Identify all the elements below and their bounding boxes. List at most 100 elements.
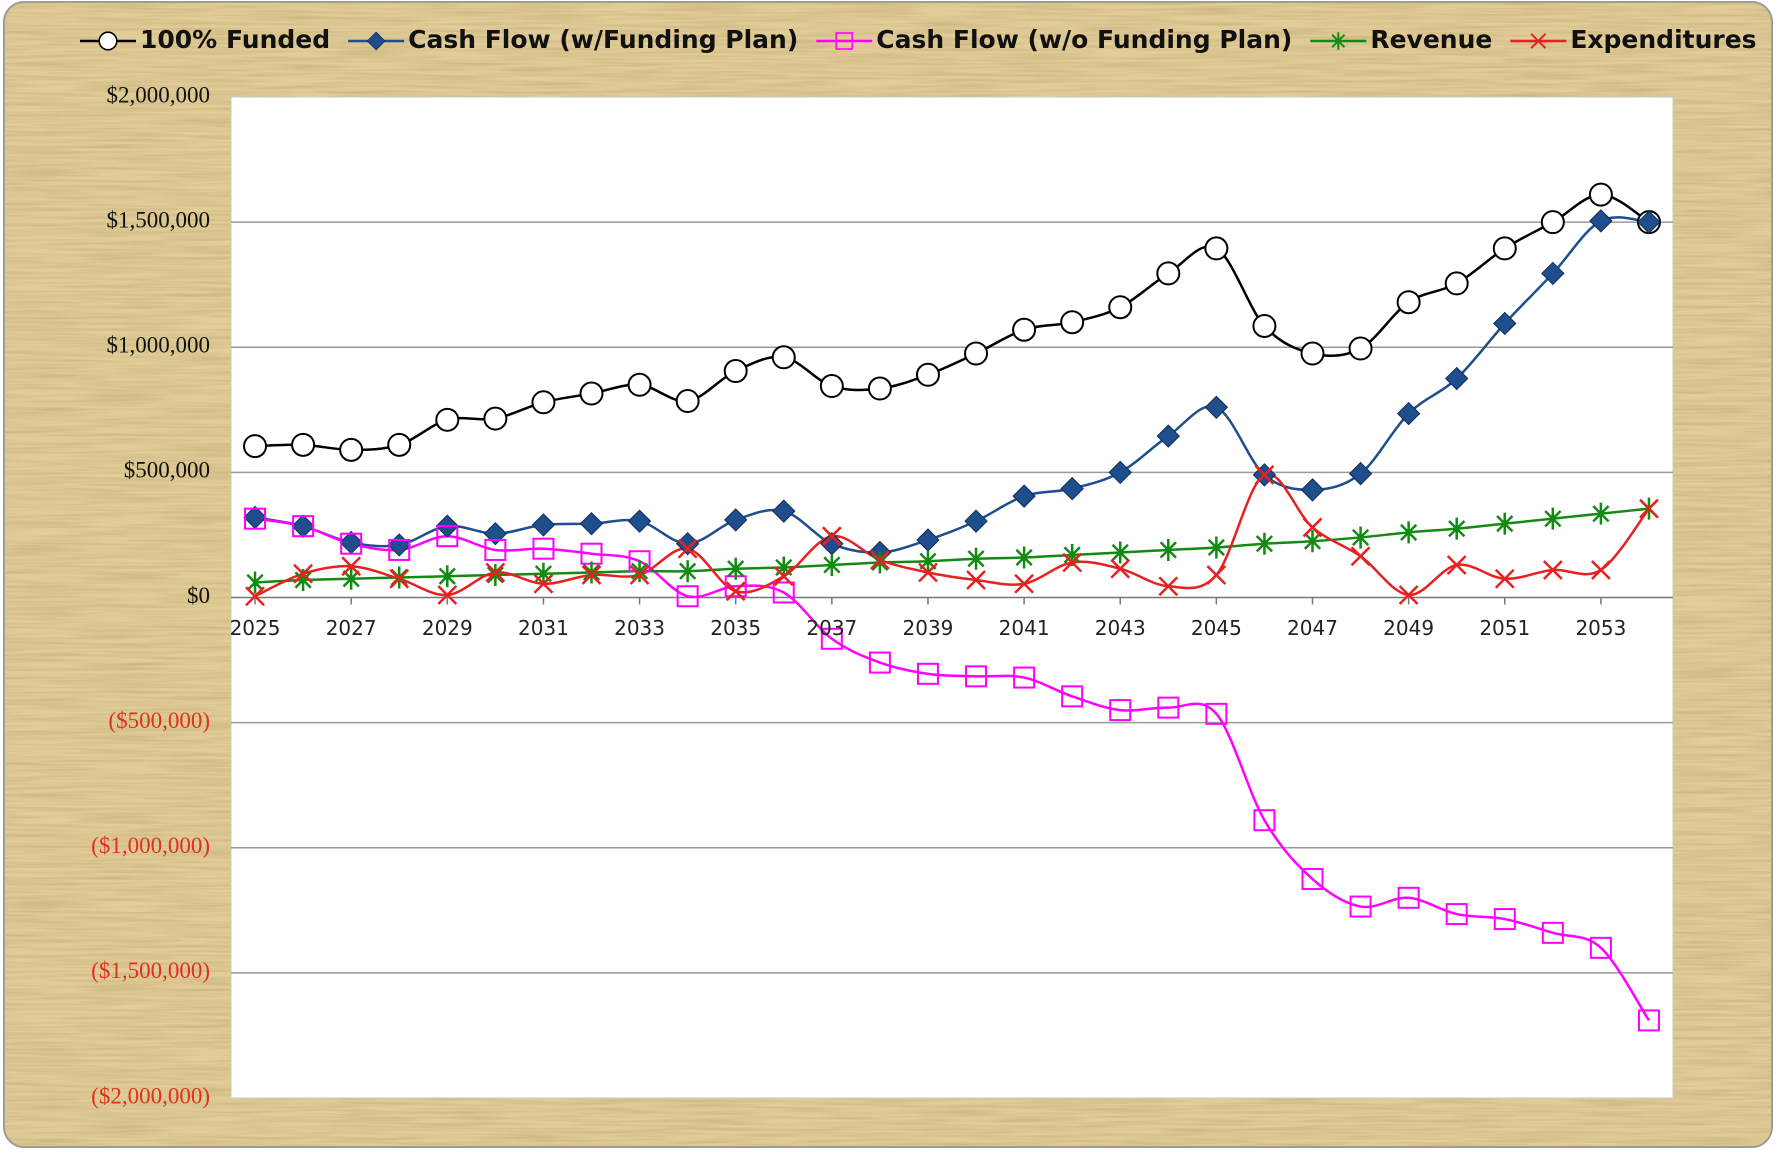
y-tick-label: ($500,000) [108, 708, 210, 733]
x-tick-label: 2047 [1287, 616, 1338, 640]
marker [1400, 521, 1418, 544]
marker [964, 341, 989, 366]
marker [916, 662, 939, 685]
marker [1446, 555, 1467, 575]
marker [1397, 886, 1420, 909]
marker [871, 551, 889, 574]
marker [1156, 261, 1181, 286]
x-tick-label: 2049 [1383, 616, 1434, 640]
marker [1444, 271, 1469, 296]
marker [835, 32, 854, 50]
marker [1303, 530, 1322, 553]
marker [387, 432, 412, 457]
marker [245, 586, 265, 607]
marker [727, 557, 745, 580]
y-tick-label: ($2,000,000) [91, 1083, 210, 1108]
marker [1060, 476, 1084, 501]
marker [291, 514, 315, 538]
marker [1205, 702, 1228, 725]
y-tick-label: $0 [187, 583, 210, 608]
marker [967, 547, 985, 570]
marker [772, 499, 796, 523]
marker [1396, 290, 1421, 315]
x-tick-label: 2043 [1095, 616, 1146, 640]
marker [1591, 560, 1611, 580]
marker [1494, 568, 1515, 589]
x-tick-label: 2035 [710, 616, 761, 640]
marker [1589, 209, 1613, 233]
marker [340, 532, 363, 555]
marker [1444, 366, 1469, 391]
y-tick-label: $1,500,000 [107, 207, 211, 232]
marker [98, 31, 118, 51]
marker [1111, 541, 1129, 564]
marker [1493, 311, 1517, 336]
marker [1496, 512, 1514, 535]
y-tick-label: $2,000,000 [107, 82, 211, 107]
marker [676, 585, 699, 608]
marker [725, 581, 746, 602]
marker [1253, 809, 1276, 832]
marker [675, 389, 700, 414]
marker [1204, 236, 1229, 261]
marker [1589, 936, 1612, 959]
legend-label: Revenue [1370, 25, 1492, 54]
axis-labels: ($2,000,000) ($1,500,000) ($1,000,000) ($50… [91, 82, 1626, 1108]
y-tick-label: ($1,500,000) [91, 958, 210, 983]
marker [1492, 236, 1517, 261]
marker [389, 568, 410, 589]
marker [388, 538, 411, 561]
marker [1159, 538, 1177, 561]
marker [581, 565, 602, 585]
marker [1013, 666, 1036, 689]
marker [246, 571, 264, 594]
marker [819, 374, 844, 399]
marker [1206, 565, 1227, 585]
marker [821, 526, 842, 547]
marker [486, 563, 504, 586]
marker [1252, 313, 1277, 338]
marker [1448, 517, 1466, 540]
marker [966, 570, 986, 590]
marker [820, 627, 843, 650]
marker [483, 406, 508, 431]
marker [1060, 310, 1085, 335]
marker [679, 560, 697, 583]
marker [579, 511, 604, 536]
x-tick-label: 2029 [422, 616, 473, 640]
x-tick-label: 2025 [230, 616, 281, 640]
marker [1349, 895, 1372, 918]
marker [1012, 484, 1036, 508]
marker [1255, 532, 1274, 555]
marker [823, 553, 841, 576]
x-tick-label: 2039 [903, 616, 954, 640]
marker [1588, 182, 1613, 207]
marker [244, 507, 267, 530]
marker [1207, 536, 1225, 559]
legend-label: Cash Flow (w/o Funding Plan) [876, 25, 1292, 54]
marker [1639, 498, 1659, 519]
marker [1158, 576, 1179, 597]
marker [723, 359, 748, 384]
marker [435, 407, 460, 432]
marker [1254, 464, 1275, 485]
marker [1542, 560, 1563, 580]
marker [965, 665, 988, 688]
marker [1062, 552, 1083, 573]
marker [485, 562, 506, 583]
marker [1061, 685, 1084, 708]
marker [1331, 32, 1346, 50]
x-tick-label: 2053 [1575, 616, 1626, 640]
legend: 100% Funded Cash Flow (w/Funding Plan) Cas… [80, 25, 1757, 54]
marker [773, 566, 794, 587]
marker [1350, 546, 1371, 567]
y-tick-label: ($1,000,000) [91, 833, 210, 858]
y-tick-label: $500,000 [124, 458, 210, 483]
marker [1300, 341, 1325, 366]
marker [629, 565, 650, 585]
marker [1637, 1009, 1660, 1032]
marker [1348, 336, 1373, 361]
marker [1110, 558, 1131, 579]
x-tick-label: 2051 [1479, 616, 1530, 640]
